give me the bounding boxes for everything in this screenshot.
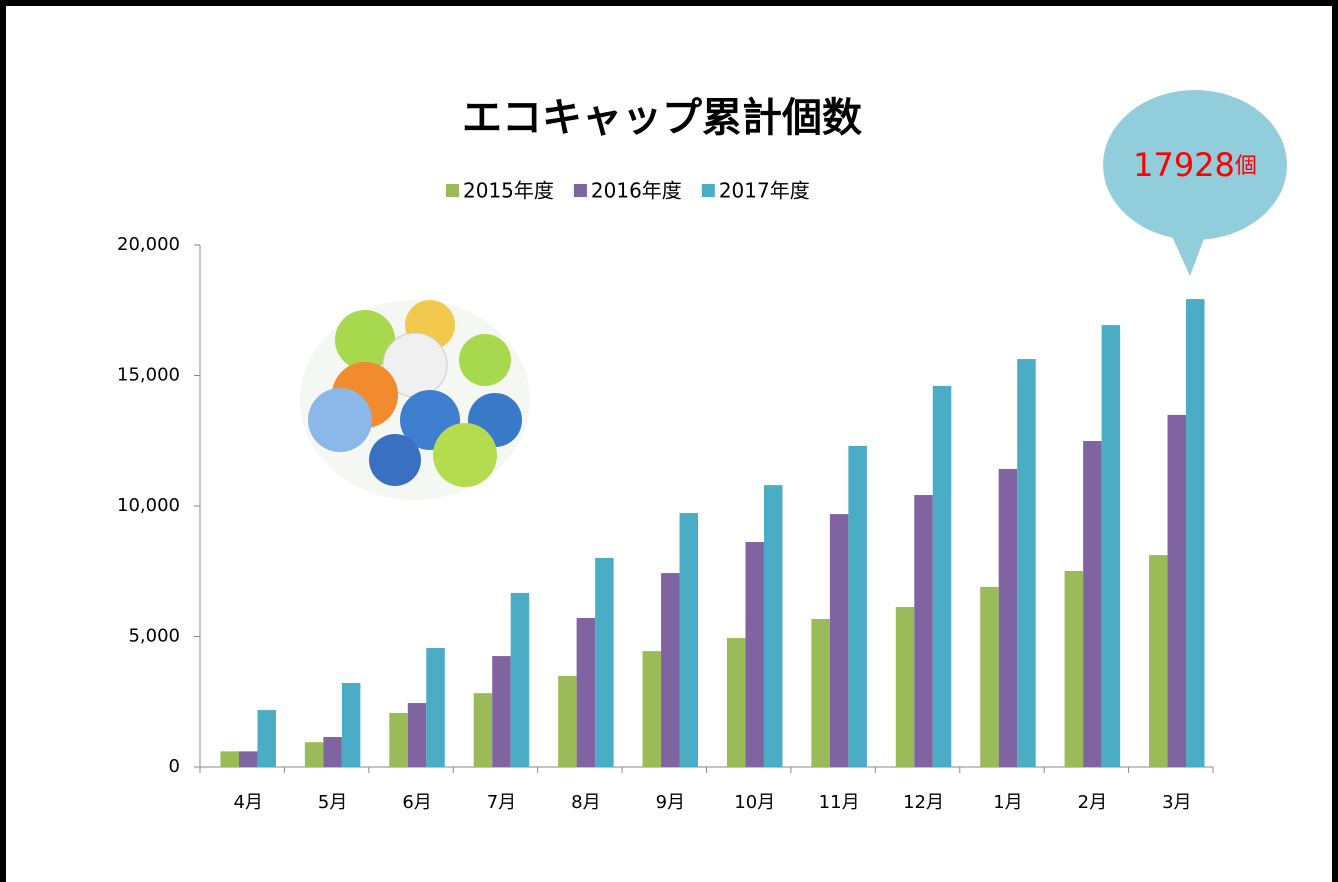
bar: [1064, 570, 1084, 767]
annotation-unit: 個: [1235, 154, 1257, 179]
callout-bubble: [1170, 232, 1205, 276]
bar: [220, 751, 239, 767]
bar: [1083, 441, 1102, 767]
callout: 17928個: [1103, 90, 1287, 276]
x-tick-label: 10月: [734, 792, 775, 813]
bar: [558, 675, 577, 767]
x-tick-label: 9月: [656, 792, 685, 813]
y-tick-label: 10,000: [117, 495, 180, 516]
bar: [510, 592, 530, 767]
bar: [829, 514, 849, 767]
bar: [473, 693, 493, 767]
bar: [1017, 359, 1036, 767]
bar: [726, 638, 746, 767]
legend-label: 2015年度: [463, 179, 554, 203]
bar: [341, 682, 361, 767]
bar: [1101, 325, 1121, 767]
x-tick-label: 2月: [1078, 792, 1107, 813]
bar: [1149, 555, 1168, 767]
bar: [238, 751, 258, 767]
annotation: 17928個: [1133, 146, 1257, 184]
bar: [932, 385, 952, 767]
x-tick-label: 8月: [571, 792, 600, 813]
bar: [407, 703, 427, 767]
caps-image: [300, 300, 530, 500]
legend-swatch: [701, 184, 715, 197]
bar: [679, 513, 699, 767]
bar: [895, 607, 915, 767]
chart-title: エコキャップ累計個数: [462, 95, 862, 141]
bar: [998, 468, 1018, 767]
legend-swatch: [573, 184, 587, 197]
x-tick-label: 4月: [233, 792, 262, 813]
bar: [1167, 414, 1187, 767]
bar: [304, 742, 324, 767]
annotation-value: 17928: [1133, 146, 1235, 184]
bar: [492, 656, 511, 767]
callout-bubble: [1103, 90, 1287, 240]
x-tick-label: 3月: [1162, 792, 1191, 813]
x-tick-label: 11月: [819, 792, 860, 813]
x-tick-label: 7月: [487, 792, 516, 813]
bar: [1186, 299, 1205, 767]
bar: [426, 647, 445, 767]
x-tick-label: 5月: [318, 792, 347, 813]
bar: [389, 712, 408, 767]
bar: [848, 445, 867, 767]
bar: [745, 542, 764, 767]
y-tick-label: 0: [169, 756, 180, 777]
bar: [980, 586, 999, 767]
y-tick-label: 5,000: [128, 626, 180, 647]
bar: [763, 485, 783, 767]
bar: [576, 617, 596, 767]
y-tick-label: 20,000: [117, 234, 180, 255]
bar: [595, 557, 614, 767]
x-tick-label: 12月: [903, 792, 944, 813]
legend-label: 2016年度: [591, 179, 682, 203]
legend-label: 2017年度: [719, 179, 810, 203]
legend-swatch: [446, 184, 459, 197]
bar: [323, 736, 342, 767]
bar: [914, 495, 933, 767]
bar: [661, 573, 680, 767]
bar: [257, 710, 276, 767]
x-tick-label: 1月: [993, 792, 1022, 813]
x-tick-label: 6月: [402, 792, 431, 813]
bar: [811, 619, 830, 767]
bar: [642, 651, 662, 767]
y-tick-label: 15,000: [117, 365, 180, 386]
